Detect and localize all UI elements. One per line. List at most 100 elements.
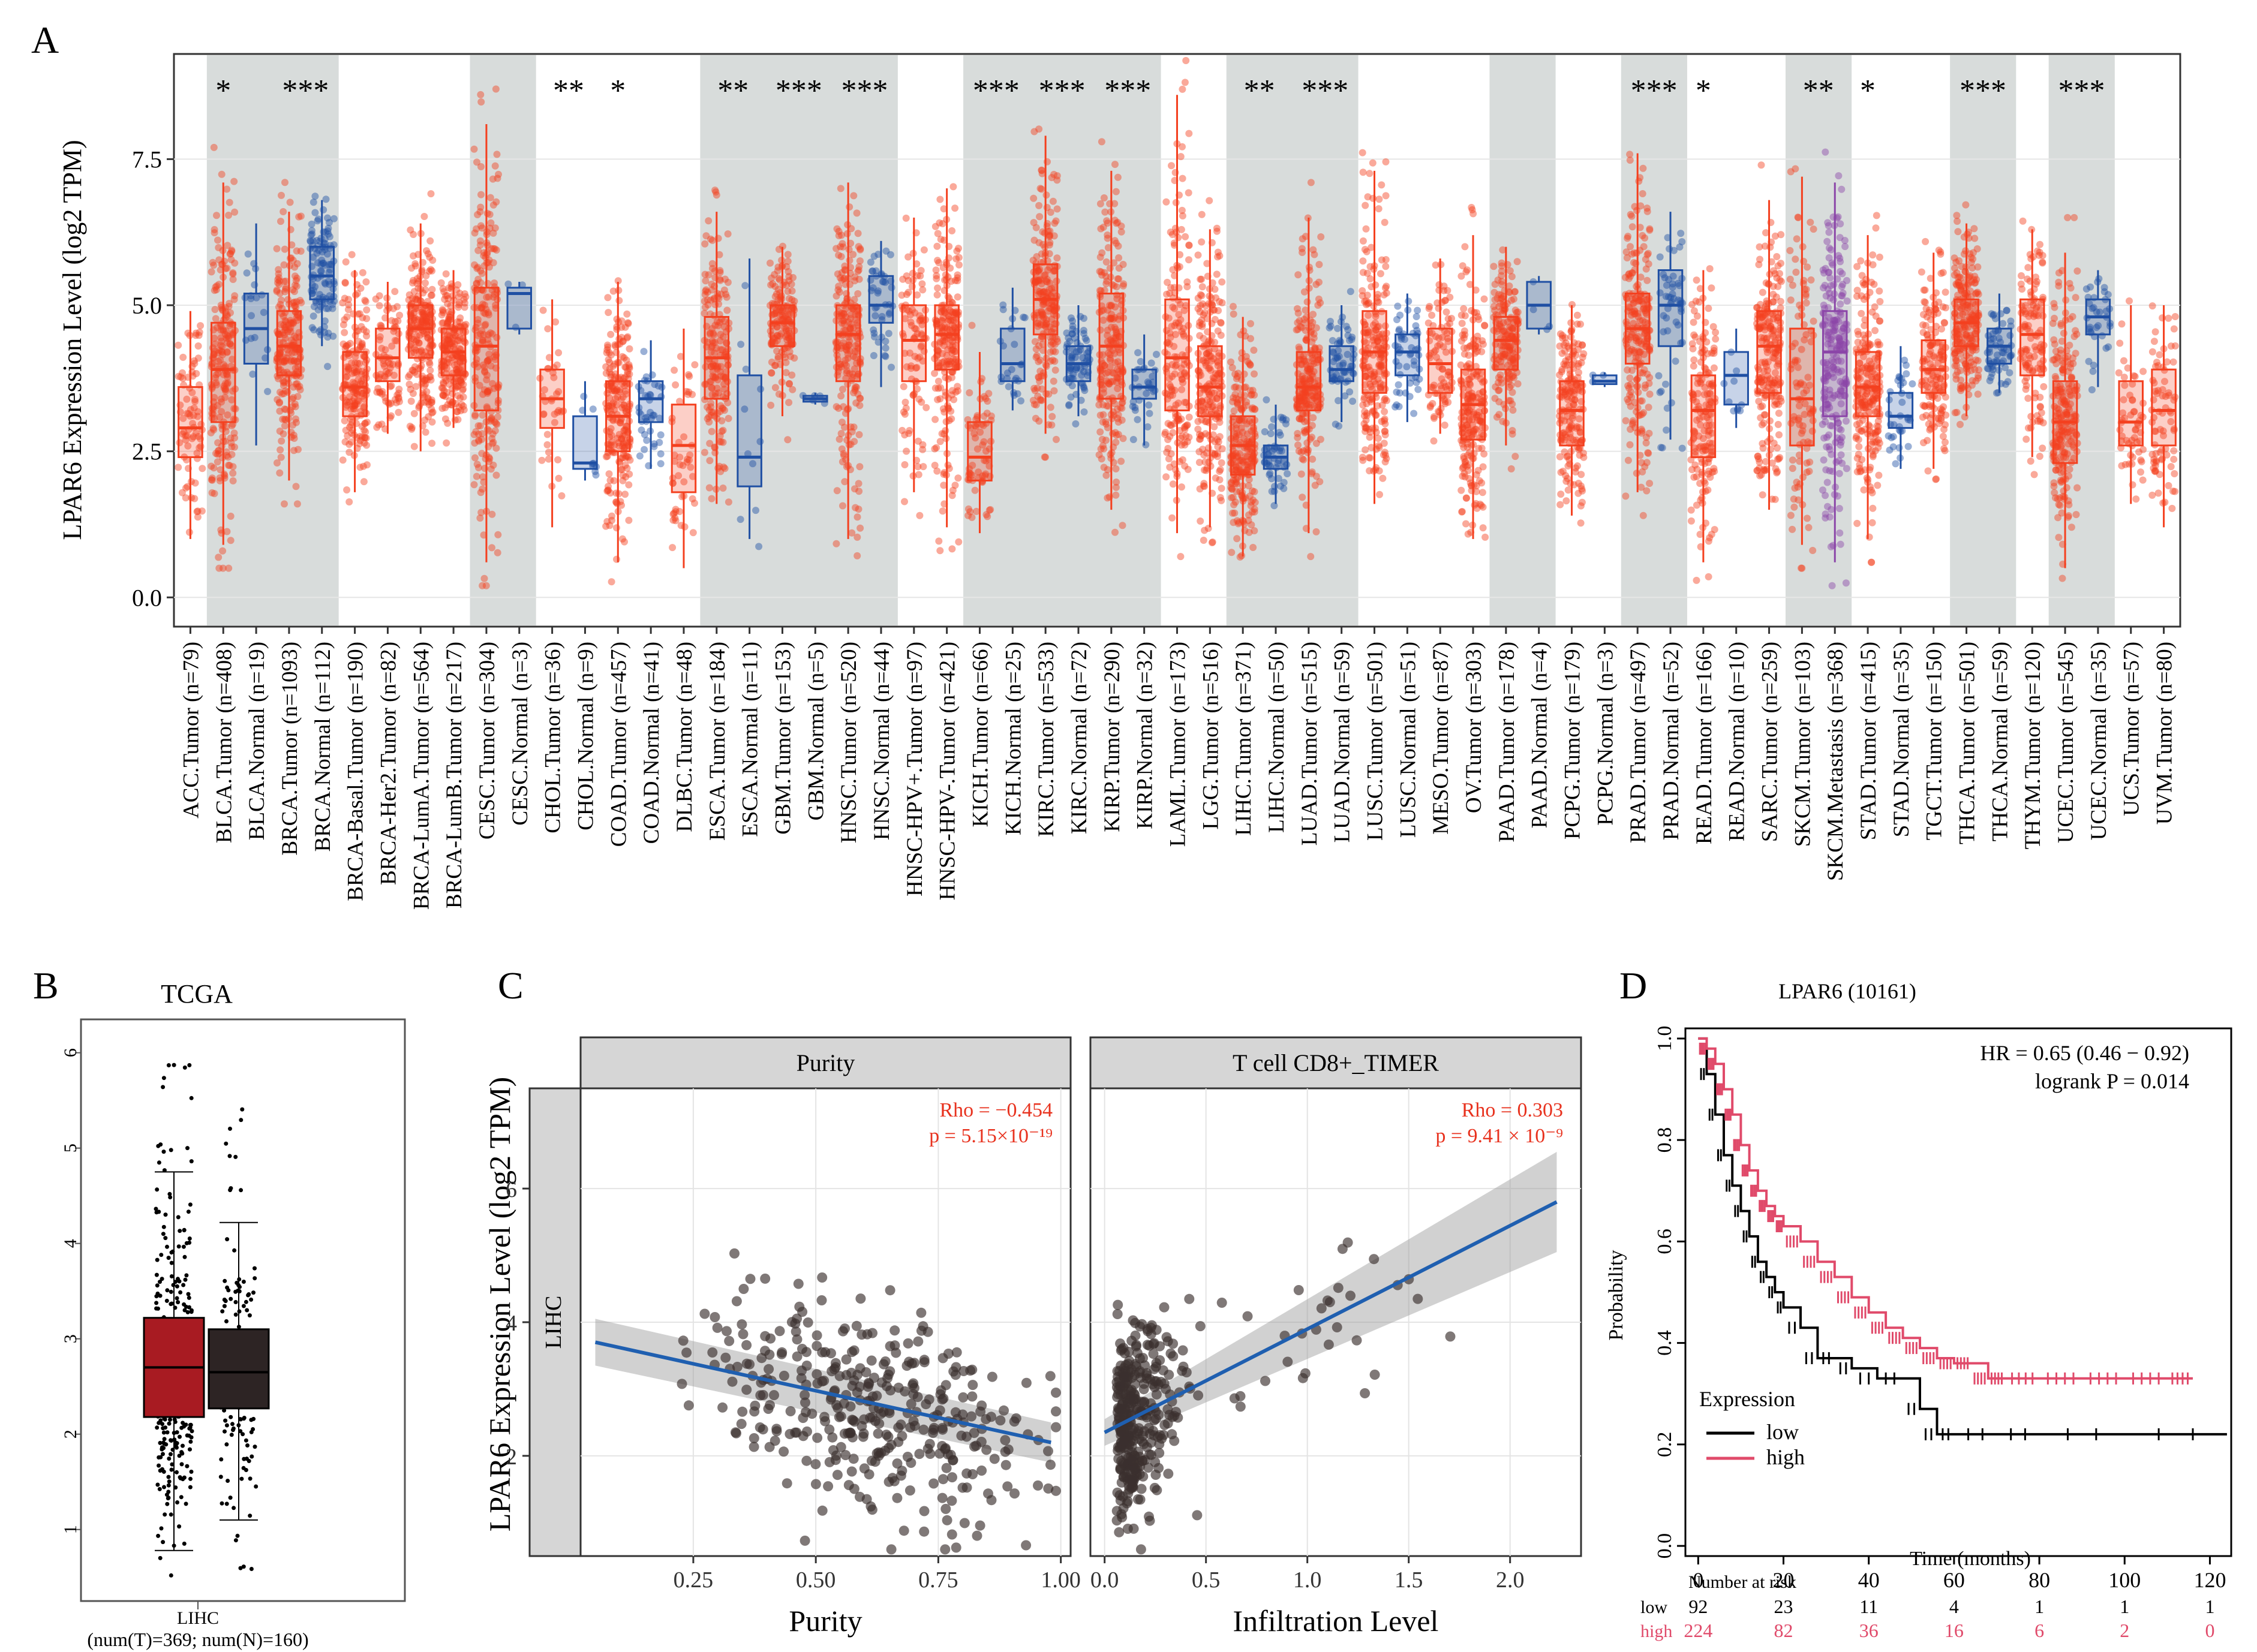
data-point xyxy=(1309,455,1317,463)
data-point xyxy=(1284,470,1291,477)
data-point xyxy=(428,440,436,447)
data-point xyxy=(1098,435,1106,443)
data-point xyxy=(953,247,961,255)
data-point xyxy=(983,410,991,417)
data-point xyxy=(470,431,478,438)
data-point xyxy=(247,295,255,302)
data-point xyxy=(1144,423,1152,431)
data-point xyxy=(478,269,486,277)
data-point xyxy=(841,274,848,282)
data-point xyxy=(1294,271,1302,279)
data-point xyxy=(281,500,288,508)
data-point xyxy=(1238,406,1246,414)
data-point xyxy=(458,401,465,408)
data-point xyxy=(1334,324,1341,332)
data-point xyxy=(609,287,617,295)
data-point xyxy=(1311,482,1319,489)
data-point xyxy=(192,329,200,337)
data-point xyxy=(1010,389,1017,396)
data-point xyxy=(389,305,397,312)
data-point xyxy=(459,386,467,394)
data-point xyxy=(224,335,232,342)
data-point xyxy=(244,250,252,258)
data-point xyxy=(190,404,198,412)
data-point xyxy=(1166,464,1174,471)
data-point xyxy=(1293,326,1300,334)
data-point xyxy=(1231,370,1239,378)
data-point xyxy=(1038,250,1045,258)
data-point xyxy=(1030,194,1038,202)
data-point xyxy=(224,379,232,387)
data-point xyxy=(192,332,200,339)
data-point xyxy=(471,439,479,447)
data-point xyxy=(882,247,890,255)
data-point xyxy=(835,251,843,259)
data-point xyxy=(904,253,912,261)
data-point xyxy=(347,421,354,429)
data-point xyxy=(1111,161,1119,168)
data-point xyxy=(194,342,202,350)
data-point xyxy=(226,250,234,258)
data-point xyxy=(183,395,191,403)
data-point xyxy=(215,564,223,572)
data-point xyxy=(325,219,333,227)
data-point xyxy=(1346,388,1354,396)
data-point xyxy=(545,449,552,456)
data-point xyxy=(605,309,612,317)
data-point xyxy=(1069,317,1077,325)
data-point xyxy=(339,456,347,464)
data-point xyxy=(936,547,944,555)
data-point xyxy=(1038,167,1045,174)
data-point xyxy=(622,363,630,371)
data-point xyxy=(293,500,301,508)
data-point xyxy=(410,252,417,260)
data-point xyxy=(767,259,774,267)
data-point xyxy=(691,361,699,369)
data-point xyxy=(1294,430,1302,437)
data-point xyxy=(767,401,775,409)
data-point xyxy=(855,480,862,488)
data-point xyxy=(1428,311,1436,319)
data-point xyxy=(477,222,485,230)
data-point xyxy=(1114,173,1122,181)
data-point xyxy=(1277,482,1284,490)
data-point xyxy=(477,91,485,98)
data-point xyxy=(919,463,927,471)
data-point xyxy=(1294,305,1301,312)
panel-label-c: C xyxy=(498,964,524,1007)
data-point xyxy=(1246,361,1254,369)
data-point xyxy=(1045,233,1053,240)
data-point xyxy=(491,162,499,170)
data-point xyxy=(1461,473,1469,481)
data-point xyxy=(705,271,713,279)
data-point xyxy=(539,306,547,314)
data-point xyxy=(944,404,952,412)
data-point xyxy=(221,386,229,393)
data-point xyxy=(1460,350,1468,358)
data-point xyxy=(1227,358,1235,366)
data-point xyxy=(833,487,841,495)
data-point xyxy=(1307,553,1315,561)
data-point xyxy=(1005,383,1012,390)
data-point xyxy=(1332,420,1339,428)
data-point xyxy=(1381,218,1389,226)
data-point xyxy=(1245,528,1253,536)
data-point xyxy=(226,340,234,348)
data-point xyxy=(554,456,561,464)
data-point xyxy=(1050,170,1058,178)
data-point xyxy=(223,380,231,388)
data-point xyxy=(1178,206,1186,214)
data-point xyxy=(1053,254,1061,262)
data-point xyxy=(188,478,195,486)
data-point xyxy=(191,360,199,368)
data-point xyxy=(224,453,232,461)
data-point xyxy=(477,279,485,287)
data-point xyxy=(483,426,491,433)
data-point xyxy=(1218,496,1225,504)
data-point xyxy=(1172,198,1180,206)
data-point xyxy=(1378,181,1386,189)
data-point xyxy=(191,396,199,404)
data-point xyxy=(1030,219,1038,227)
data-point xyxy=(1211,451,1219,459)
data-point xyxy=(215,357,223,365)
